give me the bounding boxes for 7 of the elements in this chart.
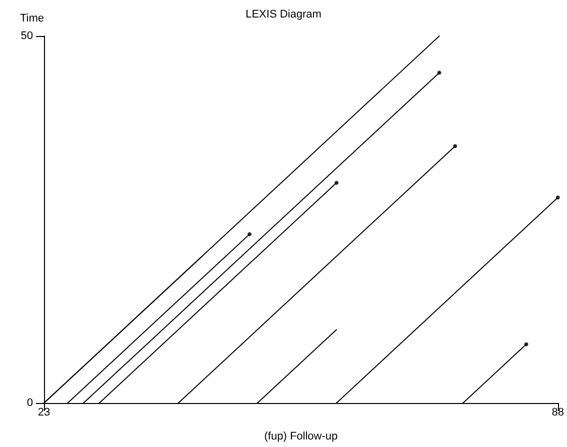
y-tick-label: 0 bbox=[26, 397, 33, 409]
y-tick-label: 50 bbox=[20, 30, 33, 42]
y-axis-title: Time bbox=[20, 12, 44, 24]
chart-title: LEXIS Diagram bbox=[246, 8, 322, 20]
x-tick-label: 88 bbox=[552, 406, 564, 418]
x-tick-label: 23 bbox=[38, 406, 50, 418]
x-axis-title: (fup) Follow-up bbox=[264, 430, 338, 442]
